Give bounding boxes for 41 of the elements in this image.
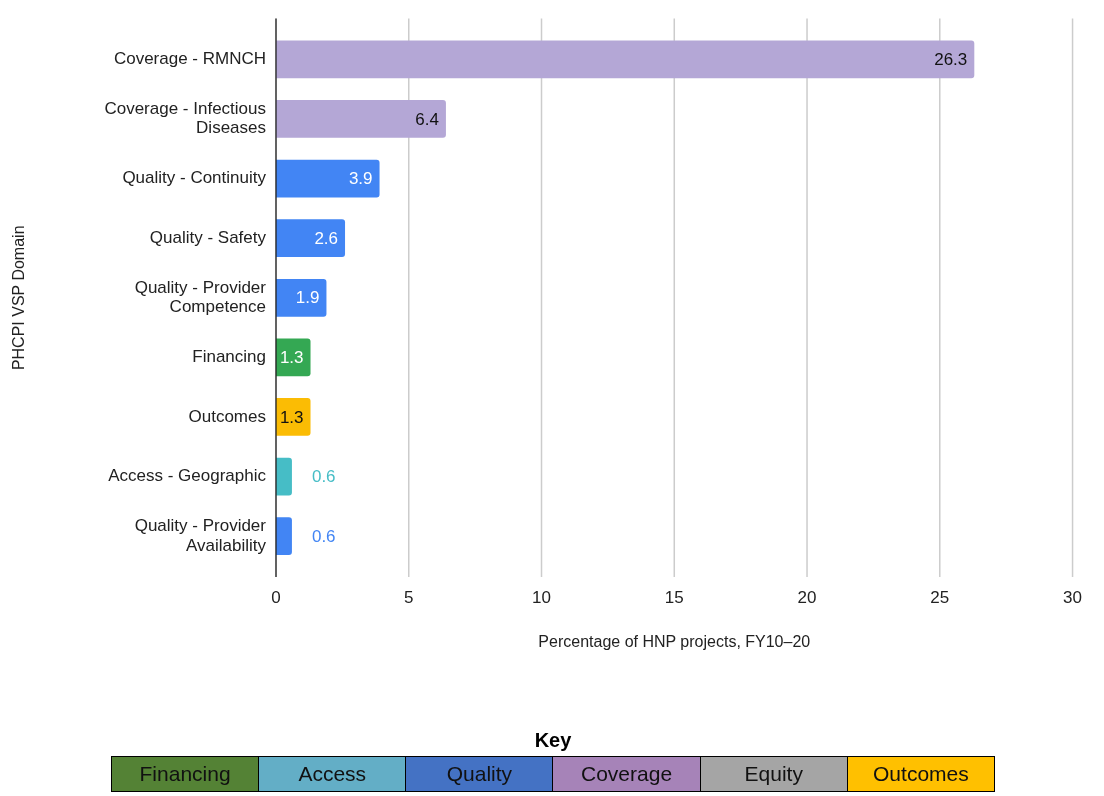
category-label: Equity xyxy=(744,762,803,785)
x-tick-label: 25 xyxy=(930,587,950,607)
y-tick-label: Quality - Safety xyxy=(149,227,267,247)
x-tick-label: 30 xyxy=(1063,587,1083,607)
y-tick-label: Coverage - Infectious Diseases xyxy=(104,98,266,138)
x-tick-label: 15 xyxy=(664,587,684,607)
x-axis-title: Percentage of HNP projects, FY10–20 xyxy=(538,632,811,650)
category-label: Quality xyxy=(446,762,513,785)
x-tick-label: 20 xyxy=(797,587,817,607)
category-label: Access xyxy=(298,762,367,785)
bar xyxy=(276,517,292,556)
data-label: 1.3 xyxy=(279,348,304,368)
data-label: 2.6 xyxy=(314,228,339,248)
y-tick-label: Quality - Provider Competence xyxy=(134,277,267,317)
x-tick-label: 0 xyxy=(271,587,281,607)
y-tick-label: Access - Geographic xyxy=(108,466,267,486)
bar xyxy=(276,278,327,317)
y-tick-label: Outcomes xyxy=(188,406,266,426)
y-tick-label: Financing xyxy=(192,347,266,367)
bar xyxy=(276,219,346,258)
bar xyxy=(276,40,975,79)
bar xyxy=(276,457,292,496)
bar xyxy=(276,100,446,138)
data-label: 6.4 xyxy=(415,109,439,129)
y-tick-label: Coverage - RMNCH xyxy=(113,49,266,69)
category-label: Outcomes xyxy=(873,762,969,785)
data-label: 3.9 xyxy=(348,169,373,189)
x-tick-label: 5 xyxy=(404,587,414,607)
text: Key xyxy=(533,728,573,752)
data-label: 26.3 xyxy=(934,50,968,70)
bar xyxy=(276,398,311,436)
category-label: Coverage xyxy=(581,762,673,785)
y-tick-label: Quality - Continuity xyxy=(122,168,267,188)
x-tick-label: 10 xyxy=(532,587,551,607)
data-label: 1.3 xyxy=(279,407,304,427)
data-label: 0.6 xyxy=(311,526,336,546)
y-axis-title: PHCPI VSP Domain xyxy=(10,225,28,371)
data-label: 1.9 xyxy=(295,288,320,308)
y-tick-label: Quality - Provider Availability xyxy=(134,516,267,555)
data-label: 0.6 xyxy=(311,467,336,487)
bar xyxy=(276,159,380,198)
